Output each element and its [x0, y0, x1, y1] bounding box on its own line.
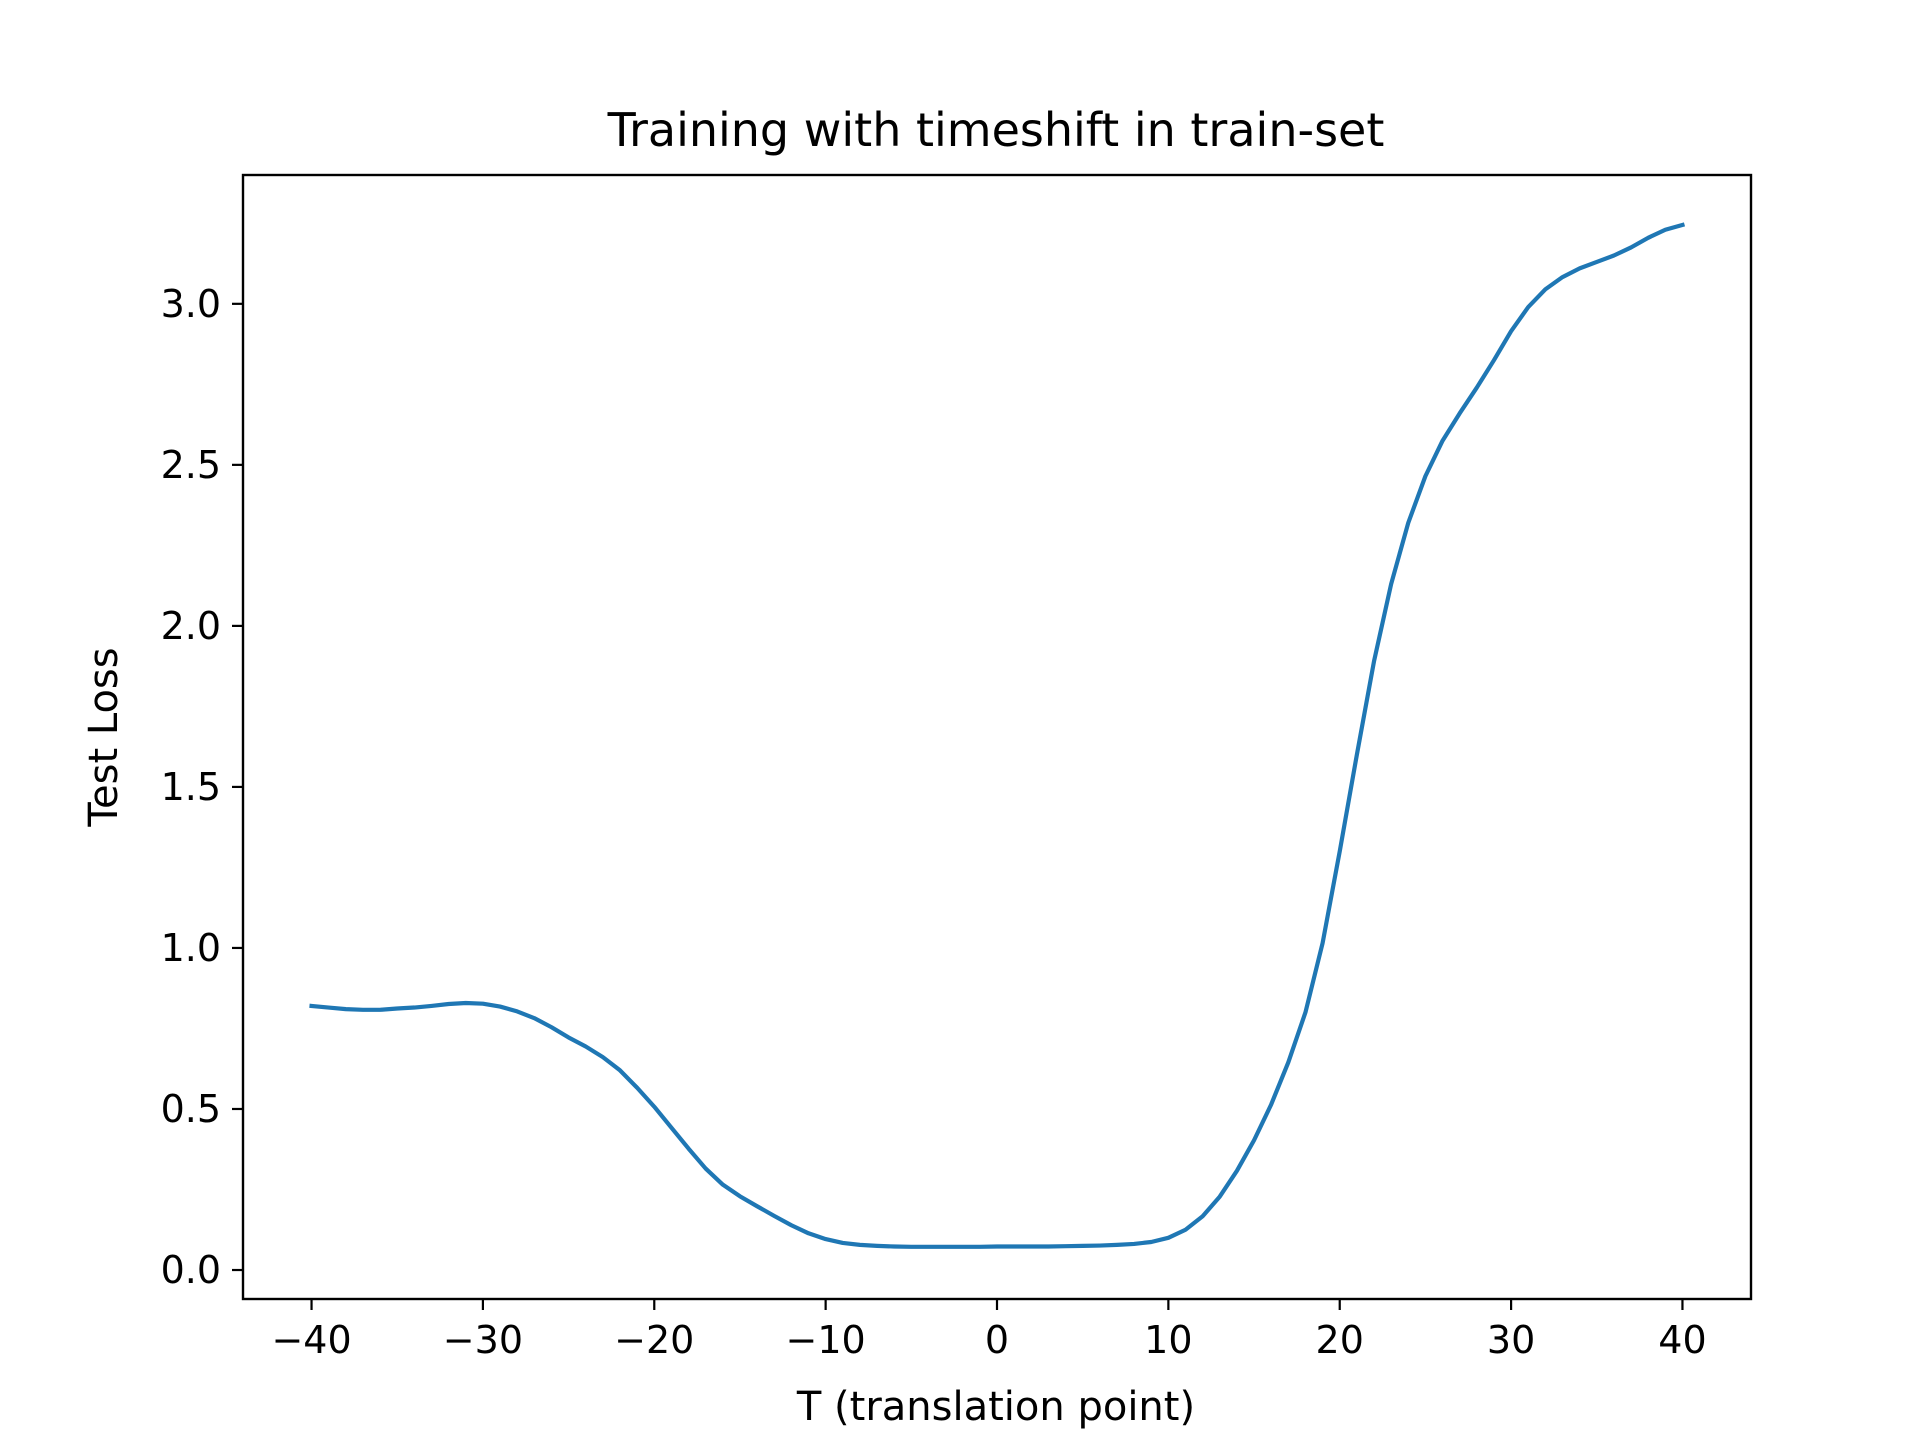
axes-frame	[241, 173, 1753, 1301]
axis-ticks: −40 −30 −20 −10 0 10 20 30 40 0.0 0.5 1.0 1.5 2.0 2.5 3…	[161, 282, 1707, 1362]
x-tick-label: −10	[786, 1318, 866, 1362]
x-tick-label: −20	[614, 1318, 694, 1362]
x-tick-label: 30	[1487, 1318, 1535, 1362]
y-axis-label: Test Loss	[81, 647, 127, 827]
chart-title: Training with timeshift in train-set	[607, 103, 1385, 157]
y-tick-label: 0.5	[161, 1087, 221, 1131]
y-tick-label: 3.0	[161, 282, 221, 326]
y-tick-label: 2.0	[161, 604, 221, 648]
y-tick-label: 2.5	[161, 443, 221, 487]
x-tick-label: 20	[1316, 1318, 1364, 1362]
y-tick-label: 1.0	[161, 926, 221, 970]
x-tick-label: 0	[985, 1318, 1009, 1362]
x-tick-label: 10	[1144, 1318, 1192, 1362]
x-tick-label: 40	[1658, 1318, 1706, 1362]
y-tick-label: 0.0	[161, 1248, 221, 1292]
series-line	[309, 222, 1686, 1249]
y-tick-label: 1.5	[161, 765, 221, 809]
x-tick-label: −30	[443, 1318, 523, 1362]
x-axis-label: T (translation point)	[796, 1384, 1195, 1430]
x-tick-label: −40	[271, 1318, 351, 1362]
plot-area	[309, 222, 1686, 1249]
